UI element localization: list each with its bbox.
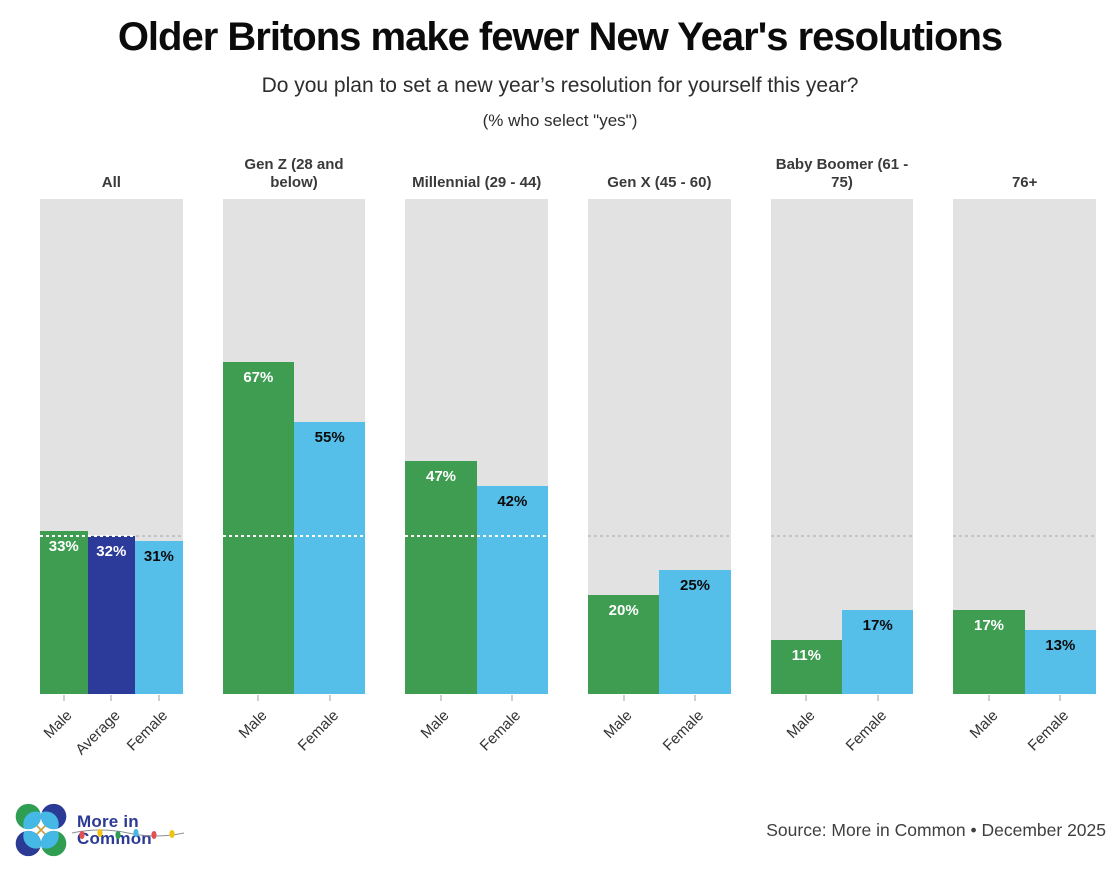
facet-panel: All 33% 32% 31% Male Average Female xyxy=(40,141,183,774)
axis-label-male: Male xyxy=(418,707,454,743)
axis-label-female: Female xyxy=(659,707,708,755)
average-reference-line-on-bar xyxy=(222,534,294,537)
bar-value-label: 31% xyxy=(143,547,174,565)
facet-panel: Gen X (45 - 60) 20% 25% Male Female xyxy=(588,141,731,774)
x-axis: Male Female xyxy=(588,694,731,774)
bar-male: 47% xyxy=(405,461,477,694)
bar-value-label: 55% xyxy=(314,428,345,446)
axis-label-female: Female xyxy=(123,707,171,755)
facet-panel-label: Millennial (29 - 44) xyxy=(412,174,542,192)
facet-panel: Gen Z (28 and below) 67% 55% Male Female xyxy=(222,141,366,774)
chart-title: Older Britons make fewer New Year's reso… xyxy=(117,15,1003,59)
brand-wordmark-line2: Common xyxy=(77,829,152,848)
bar-value-label: 47% xyxy=(425,468,457,486)
facet-panel: Baby Boomer (61 - 75) 11% 17% Male Female xyxy=(770,141,914,774)
axis-tick xyxy=(511,695,514,701)
x-axis: Male Female xyxy=(953,694,1096,774)
axis-tick xyxy=(257,695,260,701)
average-reference-line xyxy=(953,534,1097,537)
axis-label-male: Male xyxy=(966,707,1002,743)
chart-header: Older Britons make fewer New Year's reso… xyxy=(0,0,1120,131)
x-axis: Male Female xyxy=(405,694,548,774)
axis-label-female: Female xyxy=(1024,707,1073,755)
bar-male: 20% xyxy=(588,595,660,694)
chart-subtitle: Do you plan to set a new year’s resoluti… xyxy=(261,74,859,97)
more-in-common-logo-icon xyxy=(15,803,67,857)
plot-area: 33% 32% 31% xyxy=(40,199,183,694)
source-text: Source: More in Common • December 2025 xyxy=(766,819,1106,840)
axis-tick xyxy=(988,695,991,701)
average-reference-line-on-bar xyxy=(87,534,136,537)
bar-male: 33% xyxy=(40,530,88,694)
axis-tick xyxy=(876,695,879,701)
bar-value-label: 25% xyxy=(679,577,711,595)
facet-panel-label: Gen Z (28 and below) xyxy=(244,155,344,192)
axis-tick xyxy=(157,695,160,701)
axis-tick xyxy=(62,695,65,701)
axis-tick xyxy=(805,695,808,701)
facet-panel-label: All xyxy=(101,174,121,192)
bar-average: 32% xyxy=(87,534,136,694)
axis-tick xyxy=(694,695,697,701)
bar-female: 13% xyxy=(1024,629,1097,694)
bar-female: 31% xyxy=(135,540,183,694)
bar-female: 25% xyxy=(659,570,731,694)
plot-area: 67% 55% xyxy=(222,199,366,694)
chart-footer: More in Common Source: More in Common • … xyxy=(14,803,1106,857)
average-reference-line xyxy=(770,534,914,537)
axis-label-female: Female xyxy=(476,707,525,755)
plot-area: 17% 13% xyxy=(953,199,1097,694)
facet-panel: 76+ 17% 13% Male Female xyxy=(953,141,1097,774)
bar-value-label: 67% xyxy=(243,369,274,387)
axis-tick xyxy=(622,695,625,701)
average-reference-line-on-bar xyxy=(294,534,366,537)
brand-wordmark-line1: More in xyxy=(77,812,139,831)
facet-panel-label: Gen X (45 - 60) xyxy=(607,174,712,192)
x-axis: Male Female xyxy=(223,694,366,774)
bar-value-label: 33% xyxy=(48,537,79,555)
axis-label-male: Male xyxy=(235,707,271,743)
axis-tick xyxy=(110,695,113,701)
axis-label-average: Average xyxy=(72,707,124,759)
bar-value-label: 17% xyxy=(862,616,893,634)
axis-label-male: Male xyxy=(600,707,636,743)
chart-note: (% who select "yes") xyxy=(482,111,638,130)
average-reference-line-on-bar xyxy=(40,534,88,537)
axis-tick xyxy=(1059,695,1062,701)
bar-female: 55% xyxy=(294,421,366,694)
average-reference-line xyxy=(588,534,731,537)
facet-panel: Millennial (29 - 44) 47% 42% Male Female xyxy=(405,141,549,774)
axis-tick xyxy=(328,695,331,701)
facet-panel-label: 76+ xyxy=(1011,174,1038,192)
brand-logo: More in Common xyxy=(14,803,184,857)
axis-label-female: Female xyxy=(294,707,342,755)
bar-male: 11% xyxy=(770,639,843,694)
average-reference-line-on-bar xyxy=(476,534,548,537)
axis-label-male: Male xyxy=(783,707,819,743)
x-axis: Male Female xyxy=(771,694,914,774)
x-axis: Male Average Female xyxy=(40,694,183,774)
axis-label-female: Female xyxy=(842,707,890,755)
bar-value-label: 11% xyxy=(791,646,821,664)
brand-wordmark: More in Common xyxy=(77,813,152,847)
bar-female: 42% xyxy=(476,486,548,694)
bar-value-label: 42% xyxy=(497,493,528,511)
bar-value-label: 13% xyxy=(1045,636,1076,654)
bar-value-label: 32% xyxy=(96,542,127,560)
faceted-bar-chart: All 33% 32% 31% Male Average Female Gen Z (28 a… xyxy=(40,141,1097,774)
facet-panel-label: Baby Boomer (61 - 75) xyxy=(775,155,909,192)
bar-male: 67% xyxy=(222,362,294,694)
plot-area: 11% 17% xyxy=(770,199,914,694)
average-reference-line-on-bar xyxy=(405,534,477,537)
plot-area: 47% 42% xyxy=(405,199,549,694)
bar-male: 17% xyxy=(953,609,1025,694)
bar-female: 17% xyxy=(842,609,914,694)
plot-area: 20% 25% xyxy=(588,199,731,694)
bar-value-label: 17% xyxy=(974,616,1005,634)
axis-tick xyxy=(440,695,442,701)
axis-label-male: Male xyxy=(40,707,76,743)
bar-value-label: 20% xyxy=(608,602,639,619)
